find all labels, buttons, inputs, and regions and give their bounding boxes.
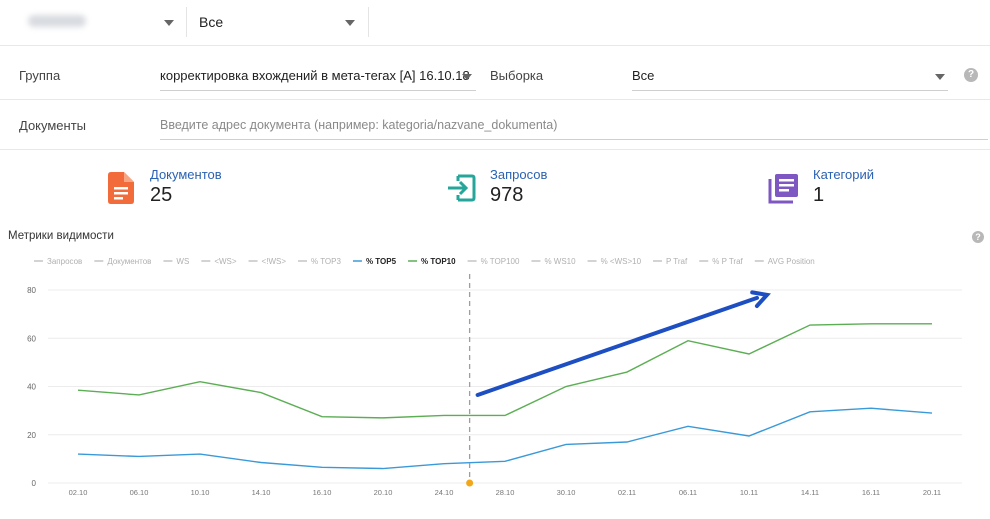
sample-select-value[interactable]: Все <box>632 68 655 83</box>
y-tick-label: 0 <box>32 479 37 488</box>
x-tick-label: 16.11 <box>862 488 880 497</box>
y-tick-label: 40 <box>27 383 36 392</box>
help-icon[interactable]: ? <box>964 68 978 82</box>
divider <box>368 7 369 37</box>
group-label: Группа <box>19 68 61 83</box>
group-select-value[interactable]: корректировка вхождений в мета-тегах [A]… <box>160 68 470 83</box>
x-tick-label: 14.10 <box>252 488 271 497</box>
file-document-icon <box>108 172 134 204</box>
legend-item-7[interactable]: % TOP10 <box>421 257 456 266</box>
x-tick-label: 28.10 <box>496 488 515 497</box>
legend-item-2[interactable]: WS <box>176 257 189 266</box>
chart-legend: Запросов Документов WS <WS> <!WS> % TOP3 % TOP… <box>34 257 815 266</box>
legend-item-1[interactable]: Документов <box>107 257 151 266</box>
project-select-blurred[interactable] <box>28 15 86 27</box>
legend-item-13[interactable]: AVG Position <box>768 257 815 266</box>
series-line-1 <box>77 407 933 470</box>
divider <box>186 7 187 37</box>
x-tick-label: 24.10 <box>435 488 454 497</box>
documents-stat-label: Документов <box>150 167 222 182</box>
queries-stat-value: 978 <box>490 184 524 206</box>
section-title: Метрики видимости <box>8 230 114 242</box>
chevron-down-icon[interactable] <box>345 20 355 26</box>
chevron-down-icon[interactable] <box>164 20 174 26</box>
y-tick-label: 80 <box>27 286 36 295</box>
categories-stat-label: Категорий <box>813 167 874 182</box>
legend-item-5[interactable]: % TOP3 <box>311 257 341 266</box>
x-tick-label: 06.10 <box>130 488 149 497</box>
legend-item-4[interactable]: <!WS> <box>262 257 287 266</box>
queries-stat-label: Запросов <box>490 167 548 182</box>
y-tick-label: 20 <box>27 431 36 440</box>
y-axis-ticks: 0 20 40 60 80 <box>27 286 36 488</box>
top-filter-bar: Все <box>0 0 990 46</box>
legend-item-8[interactable]: % TOP100 <box>481 257 520 266</box>
sample-select-underline <box>632 90 948 91</box>
visibility-metrics-chart: Запросов Документов WS <WS> <!WS> % TOP3 % TOP… <box>27 257 962 497</box>
trend-arrow-head <box>750 290 771 308</box>
chevron-down-icon[interactable] <box>935 74 945 80</box>
documents-input[interactable]: Введите адрес документа (например: kateg… <box>160 118 558 132</box>
x-tick-label: 10.10 <box>191 488 210 497</box>
x-tick-label: 14.11 <box>801 488 819 497</box>
legend-item-6[interactable]: % TOP5 <box>366 257 397 266</box>
documents-filter-row: Документы Введите адрес документа (напри… <box>0 100 990 150</box>
legend-item-0[interactable]: Запросов <box>47 257 82 266</box>
chevron-down-icon[interactable] <box>462 74 472 80</box>
group-select-underline <box>160 90 476 91</box>
x-tick-label: 06.11 <box>679 488 697 497</box>
x-tick-label: 02.10 <box>69 488 88 497</box>
chart-series <box>77 323 933 470</box>
x-tick-label: 02.11 <box>618 488 636 497</box>
x-tick-label: 30.10 <box>557 488 576 497</box>
trend-arrow-shaft <box>475 295 759 397</box>
top-filter-value[interactable]: Все <box>199 14 224 30</box>
legend-item-11[interactable]: P Traf <box>666 257 688 266</box>
login-arrow-icon <box>448 174 476 202</box>
documents-input-underline <box>160 139 988 140</box>
chart-annotations <box>466 274 771 487</box>
legend-item-9[interactable]: % WS10 <box>544 257 576 266</box>
legend-item-3[interactable]: <WS> <box>214 257 237 266</box>
x-axis-ticks: 02.10 06.10 10.10 14.10 16.10 20.10 24.10 28.10… <box>69 488 942 497</box>
event-marker-dot[interactable] <box>466 479 474 487</box>
categories-stat-value: 1 <box>813 184 825 206</box>
help-icon[interactable]: ? <box>972 231 984 243</box>
y-tick-label: 60 <box>27 334 36 343</box>
x-tick-label: 20.11 <box>923 488 941 497</box>
documents-label: Документы <box>19 118 87 133</box>
documents-stat-value: 25 <box>150 184 173 206</box>
group-filter-row: Группа корректировка вхождений в мета-те… <box>0 50 990 100</box>
legend-item-12[interactable]: % P Traf <box>712 257 743 266</box>
series-line-0 <box>77 323 932 419</box>
library-books-icon <box>768 174 798 204</box>
x-tick-label: 20.10 <box>374 488 393 497</box>
legend-item-10[interactable]: % <WS>10 <box>601 257 642 266</box>
x-tick-label: 10.11 <box>740 488 758 497</box>
sample-label: Выборка <box>490 68 544 83</box>
x-tick-label: 16.10 <box>313 488 332 497</box>
